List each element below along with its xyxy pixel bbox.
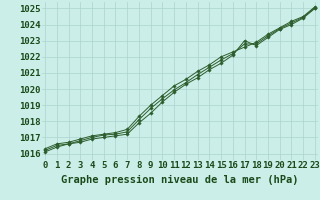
X-axis label: Graphe pression niveau de la mer (hPa): Graphe pression niveau de la mer (hPa) [61,175,299,185]
